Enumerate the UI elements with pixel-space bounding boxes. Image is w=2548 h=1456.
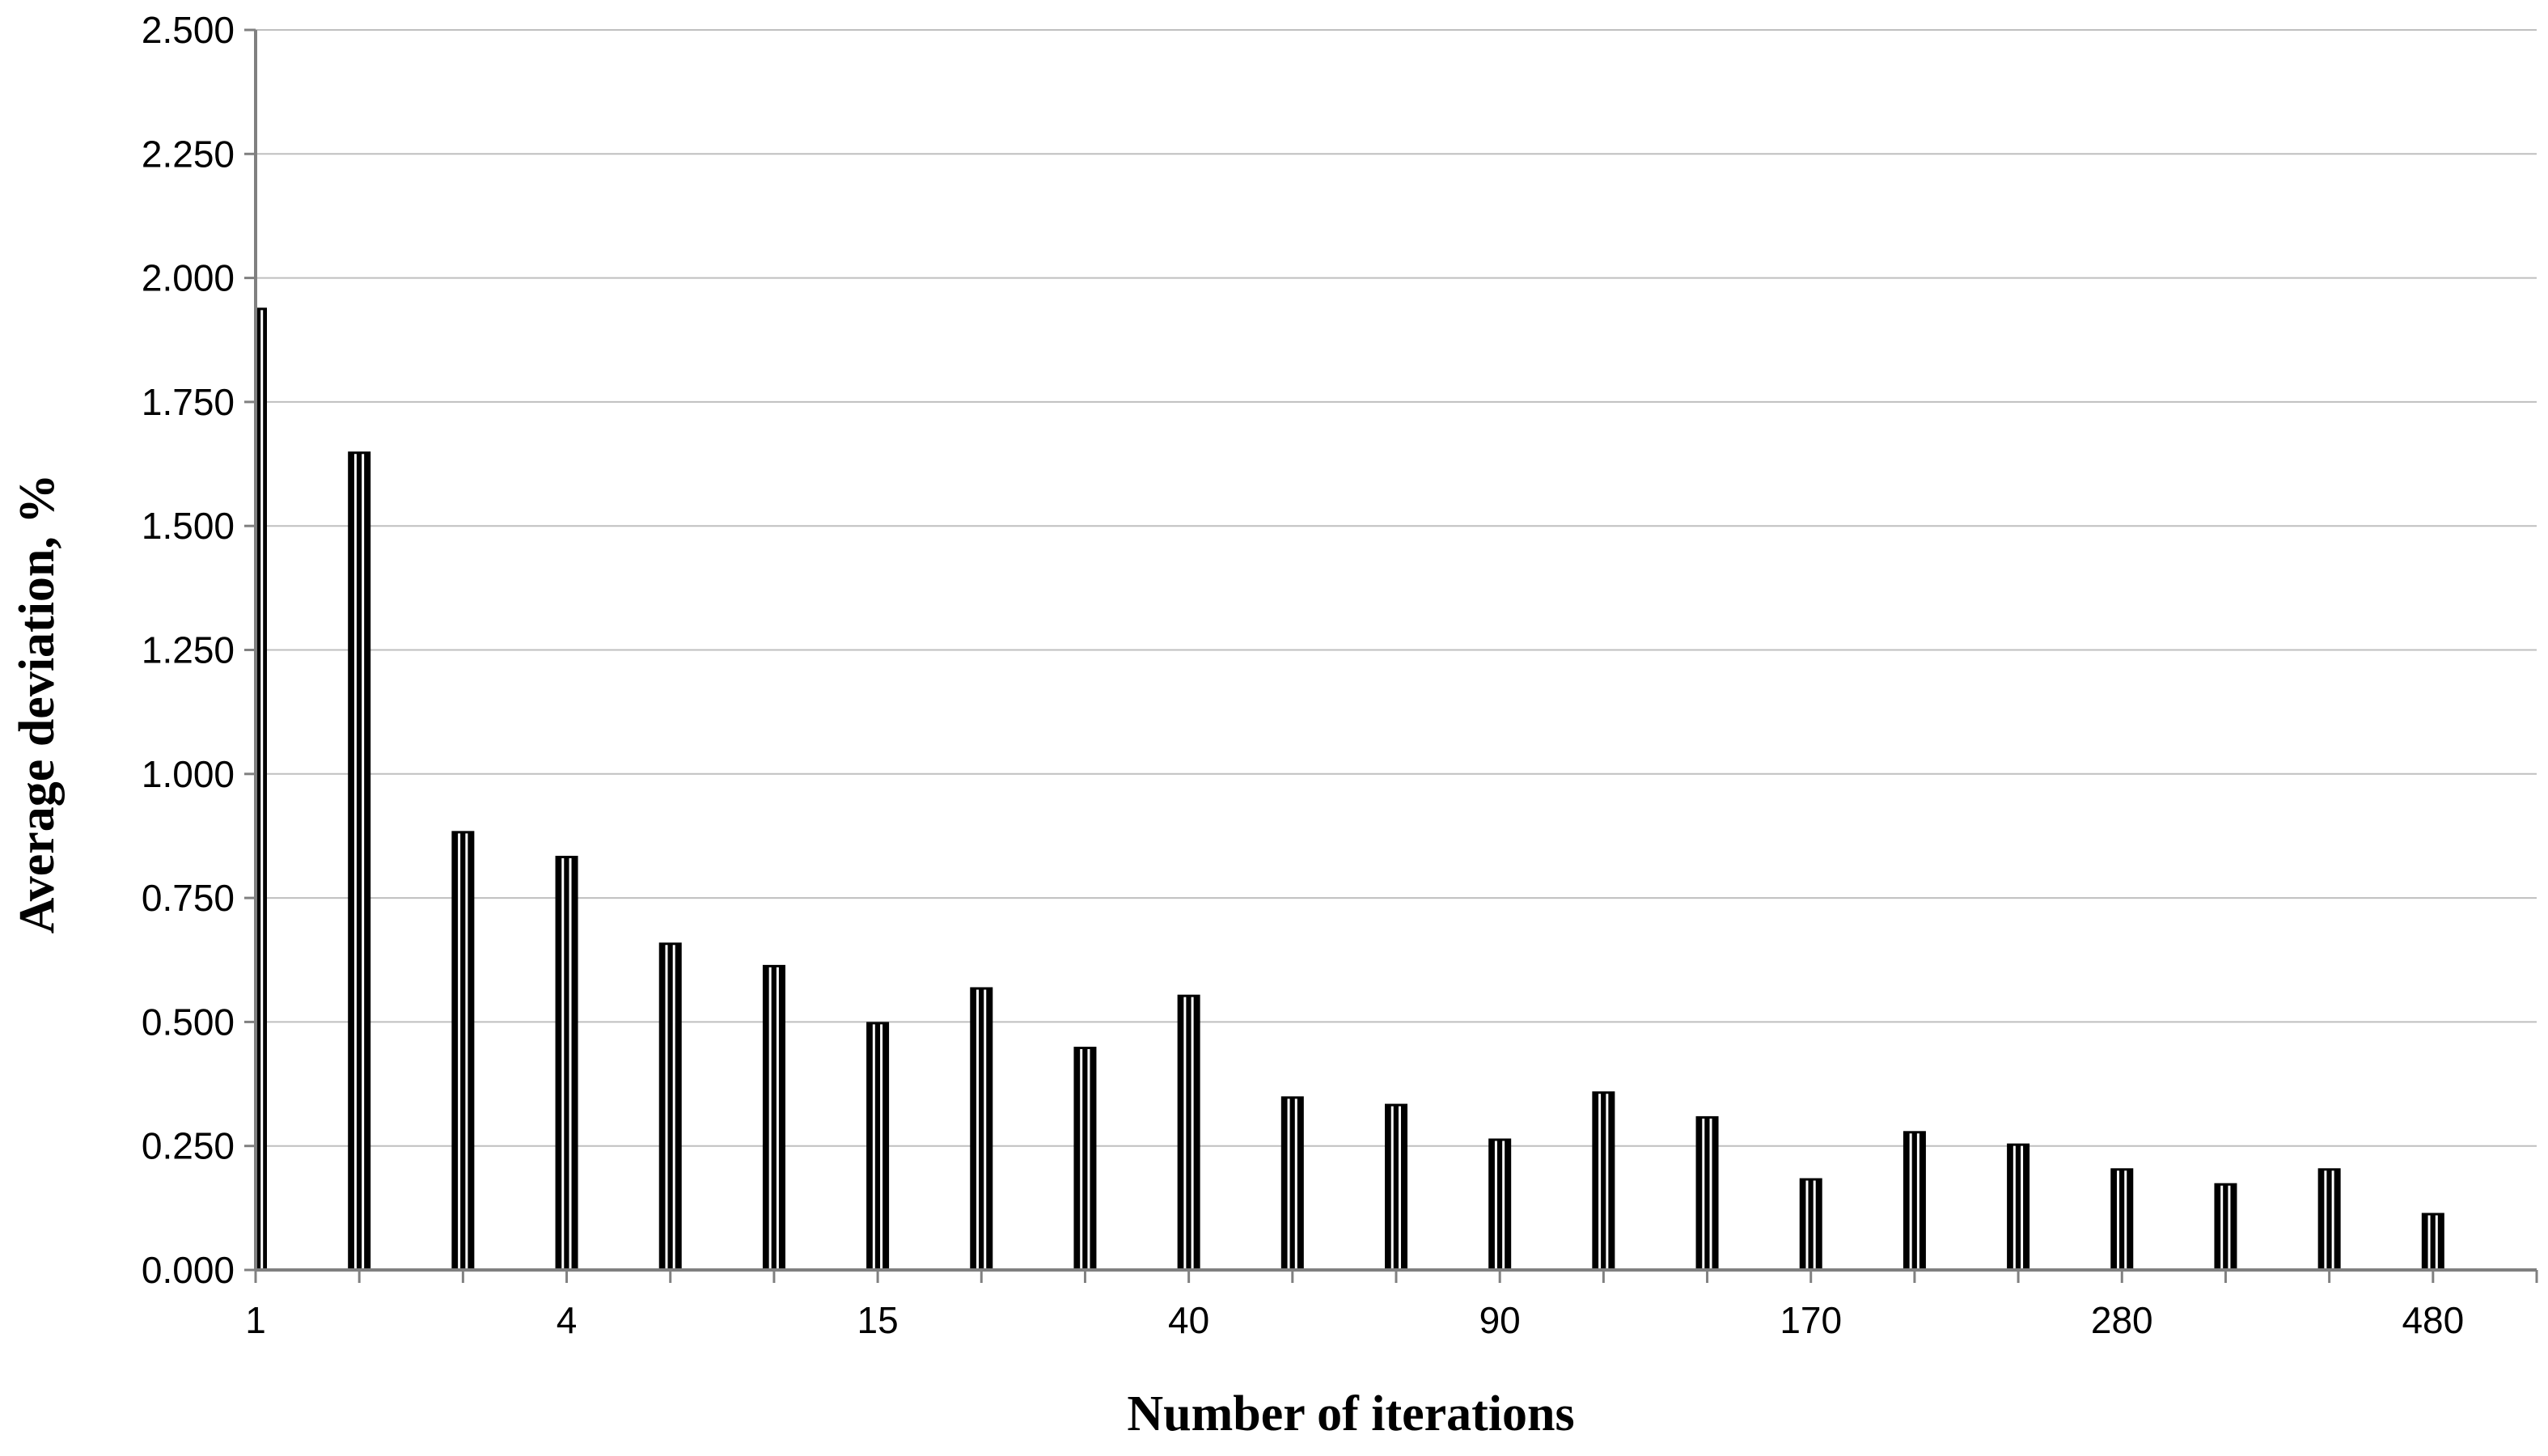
y-tick-label: 0.750 — [142, 877, 235, 919]
bar — [1385, 1103, 1407, 1270]
bar — [1695, 1115, 1719, 1270]
bar — [256, 307, 267, 1271]
bar — [2007, 1143, 2030, 1270]
bar — [658, 942, 682, 1270]
bar — [1177, 994, 1200, 1270]
x-tick-labels: 1 4 15 40 90 170 280 480 — [245, 1299, 2464, 1341]
x-tick-label: 15 — [857, 1299, 899, 1341]
bar — [1799, 1178, 1822, 1270]
y-tick-label: 0.000 — [142, 1249, 235, 1291]
x-tick-label: 4 — [557, 1299, 578, 1341]
axes — [254, 30, 2538, 1283]
bar — [1903, 1131, 1926, 1270]
bar — [451, 831, 475, 1270]
y-tick-label: 1.500 — [142, 505, 235, 547]
x-tick-label: 280 — [2091, 1299, 2153, 1341]
y-tick-label: 1.250 — [142, 629, 235, 671]
bar — [1280, 1096, 1304, 1270]
x-tick-label: 40 — [1168, 1299, 1209, 1341]
bar — [866, 1022, 890, 1270]
y-tick-label: 2.250 — [142, 133, 235, 175]
bar — [762, 964, 785, 1270]
y-tick-label: 0.500 — [142, 1001, 235, 1043]
y-tick-label: 1.750 — [142, 381, 235, 423]
bar — [2214, 1183, 2237, 1270]
bars — [256, 307, 2444, 1271]
y-tick-label: 2.500 — [142, 9, 235, 51]
x-tick-label: 170 — [1780, 1299, 1842, 1341]
bar — [1592, 1091, 1615, 1270]
x-tick-label: 90 — [1479, 1299, 1521, 1341]
y-tick-label: 1.000 — [142, 753, 235, 795]
bar — [2421, 1213, 2444, 1270]
y-axis-title: Average deviation, % — [10, 474, 65, 934]
x-axis-title: Number of iterations — [1127, 1386, 1574, 1441]
bar — [1488, 1138, 1512, 1270]
grid-lines — [244, 28, 2537, 1272]
bar — [2317, 1168, 2341, 1270]
x-tick-label: 1 — [245, 1299, 266, 1341]
x-tick-label: 480 — [2402, 1299, 2464, 1341]
y-tick-label: 2.000 — [142, 257, 235, 299]
y-tick-label: 0.250 — [142, 1125, 235, 1167]
y-tick-labels: 0.000 0.250 0.500 0.750 1.000 1.250 1.500 1.750… — [142, 9, 235, 1291]
bar — [348, 451, 371, 1270]
bar — [555, 855, 578, 1270]
bar — [1073, 1047, 1097, 1270]
bar — [970, 987, 993, 1270]
bar — [2110, 1168, 2134, 1270]
